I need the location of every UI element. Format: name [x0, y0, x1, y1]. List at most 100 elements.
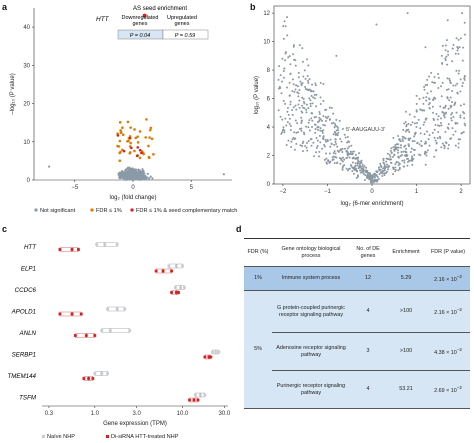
c-point-naive: [174, 286, 177, 289]
b-point: [348, 145, 351, 148]
b-point: [290, 140, 293, 143]
a-inset-cell2: [162, 29, 209, 40]
b-point: [305, 108, 308, 111]
b-point: [305, 125, 308, 128]
b-point: [294, 88, 297, 91]
b-point: [327, 115, 330, 118]
cell-enrichment: >100: [386, 290, 426, 333]
b-point: [400, 150, 403, 153]
b-point: [279, 74, 282, 77]
a-y-tick: 0: [27, 178, 31, 184]
b-point: [327, 160, 330, 163]
a-point-fdr: [118, 159, 122, 163]
b-point: [290, 146, 293, 149]
b-point: [334, 122, 337, 125]
b-point: [450, 113, 453, 116]
b-point: [298, 99, 301, 102]
b-point: [463, 33, 466, 36]
b-point: [277, 109, 280, 112]
b-point: [315, 116, 318, 119]
b-point: [307, 64, 310, 67]
b-point: [309, 102, 312, 105]
b-point: [314, 84, 317, 87]
b-point: [424, 84, 427, 87]
a-inset: AS seed enrichment Downregulated genes Up…: [117, 6, 209, 40]
b-point: [383, 169, 386, 172]
b-point: [395, 147, 398, 150]
b-point: [402, 128, 405, 131]
b-point: [375, 170, 378, 173]
b-point: [306, 79, 309, 82]
b-point: [309, 105, 312, 108]
b-point: [377, 177, 380, 180]
b-point: [349, 164, 352, 167]
b-point: [398, 168, 401, 171]
c-gene-label: ELP1: [21, 266, 36, 273]
b-point: [346, 147, 349, 150]
b-point: [414, 131, 417, 134]
b-point: [422, 96, 425, 99]
b-point: [370, 176, 373, 179]
b-point: [314, 131, 317, 134]
b-point: [335, 142, 338, 145]
b-point: [335, 156, 338, 159]
b-point: [397, 164, 400, 167]
b-point: [419, 132, 422, 135]
c-point-naive: [123, 307, 127, 311]
b-x-tick: 2: [459, 189, 463, 195]
b-point: [284, 117, 287, 120]
c-point-naive: [93, 372, 97, 375]
a-point: [124, 170, 127, 173]
b-point: [303, 133, 306, 136]
b-point: [426, 83, 429, 86]
b-point: [326, 140, 329, 143]
b-point: [452, 133, 455, 136]
a-point-fdr: [144, 136, 147, 139]
a-point: [117, 172, 120, 175]
b-point: [288, 122, 291, 125]
b-point: [295, 142, 298, 145]
cell-genes: 3: [350, 332, 386, 371]
c-x-tick: 0.3: [45, 411, 54, 417]
b-point: [307, 81, 310, 84]
b-point: [362, 166, 365, 169]
b-point: [300, 110, 303, 113]
a-point-fdr: [119, 131, 123, 135]
b-point: [292, 136, 295, 139]
b-point: [368, 172, 371, 175]
a-point: [146, 172, 149, 175]
b-point: [448, 79, 451, 82]
b-point: [419, 108, 422, 111]
b-point: [306, 74, 309, 77]
b-point: [392, 173, 395, 176]
b-point: [435, 113, 438, 116]
b-point: [454, 130, 457, 133]
a-point: [48, 165, 51, 168]
b-point: [413, 122, 416, 125]
b-motif-annotation: 5′-AAUGAUU-3′: [346, 127, 385, 133]
a-point-fdr: [129, 126, 132, 129]
a-point: [142, 178, 145, 181]
b-point: [401, 159, 404, 162]
b-point: [451, 60, 454, 63]
b-point: [393, 154, 396, 157]
a-point-seed: [128, 136, 132, 140]
a-point: [147, 177, 151, 180]
go-enrichment-table: FDR (%) Gene ontology biological process…: [244, 238, 470, 409]
a-point-fdr: [119, 150, 122, 154]
a-point-fdr: [121, 126, 124, 129]
b-point: [282, 126, 285, 129]
b-point: [383, 174, 386, 177]
c-point-naive: [182, 286, 186, 289]
b-point: [353, 150, 356, 153]
a-point: [133, 172, 136, 175]
b-point: [453, 104, 456, 107]
a-point-fdr: [119, 129, 122, 132]
b-point: [300, 129, 303, 132]
b-point: [463, 78, 466, 81]
b-point: [292, 45, 295, 48]
b-point: [301, 104, 304, 107]
b-point: [450, 100, 453, 103]
b-point: [445, 88, 448, 91]
b-point: [284, 52, 287, 55]
